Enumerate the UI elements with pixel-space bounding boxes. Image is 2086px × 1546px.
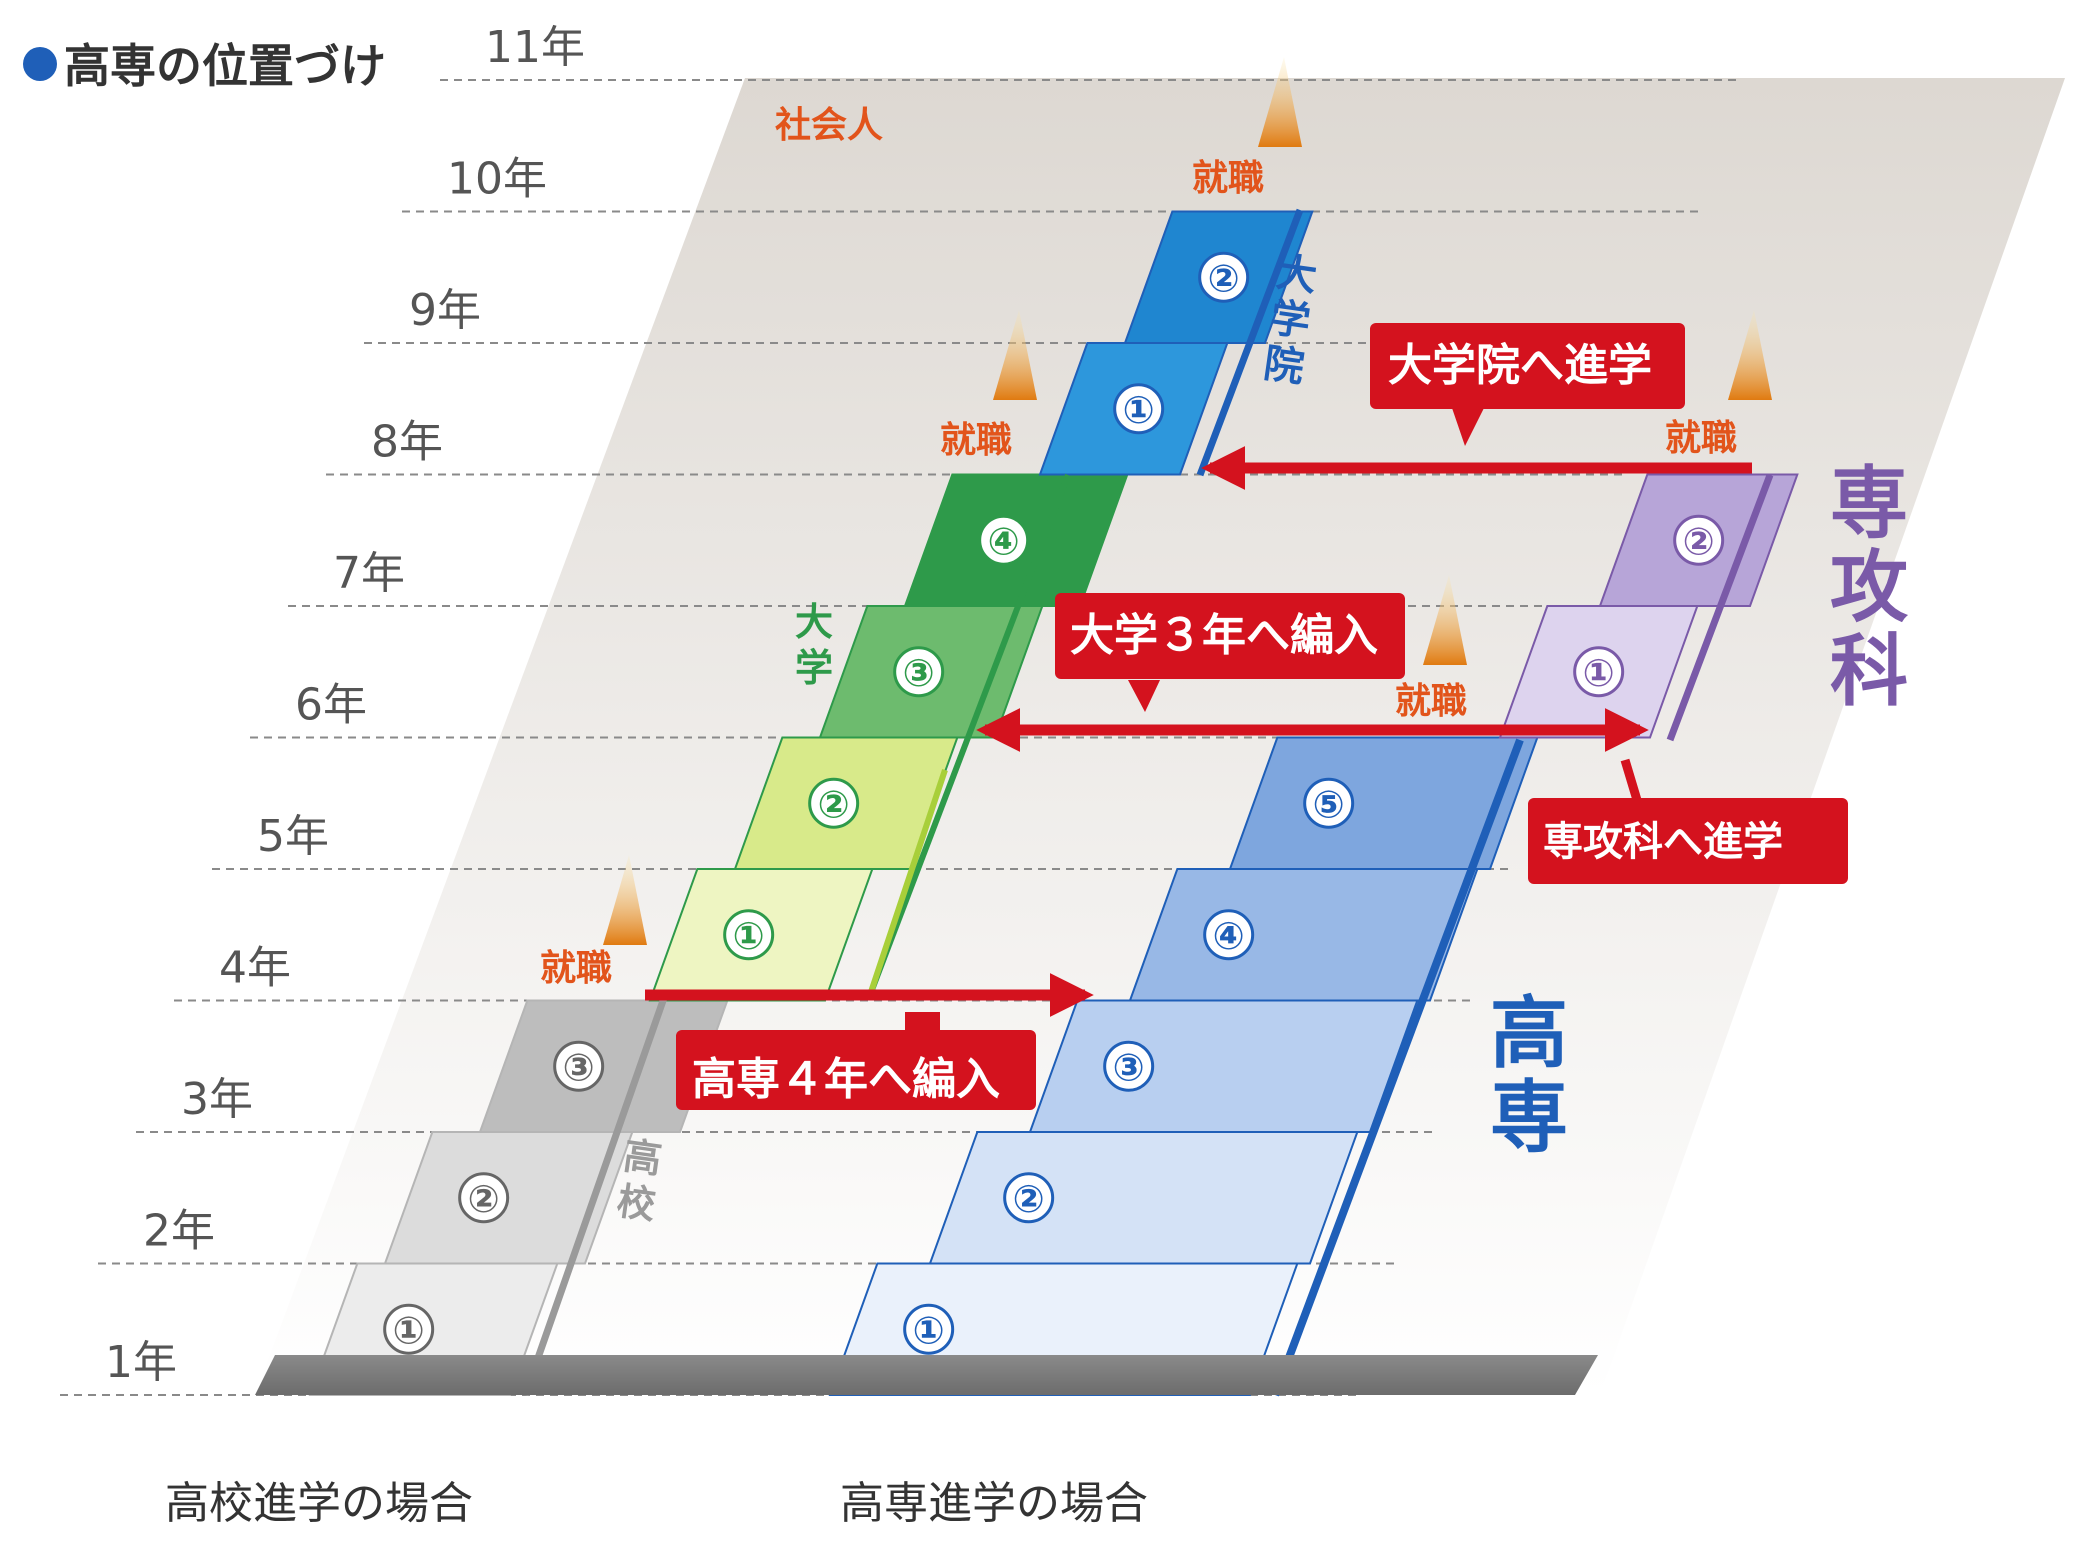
junior-high-graduation-bar [255,1355,1598,1395]
high-school-label: 高校 [614,1133,664,1227]
svg-text:②: ② [1208,256,1240,300]
grad-advance-callout: 大学院へ進学 [1370,323,1685,446]
job-label: 就職 [1395,681,1467,722]
university-grade: ③ [818,605,1044,739]
university-grade: ④ [903,473,1129,607]
grad-school-label: 大学院 [1261,249,1320,391]
svg-text:①: ① [1583,651,1615,695]
year-label: 4年 [219,943,291,994]
junior-high-graduation-label: 中学校卒業 [698,1405,958,1459]
univ-transfer-callout: 大学３年へ編入 [1055,593,1405,712]
svg-text:高専４年へ編入: 高専４年へ編入 [692,1054,1000,1105]
svg-text:①: ① [733,914,765,958]
svg-text:②: ② [468,1177,500,1221]
year-label: 11年 [485,22,585,73]
university-track-line-light [867,769,948,996]
university-track-line [867,473,1071,997]
high-school-grade: ② [383,1131,634,1265]
kosen-case-label: 高専進学の場合 [840,1478,1148,1529]
grad-school-track-line [1196,208,1304,477]
svg-text:高校: 高校 [614,1133,664,1227]
university-grade: ① [648,868,874,1002]
job-flame-icon [1423,575,1467,665]
advanced-track-line [1666,473,1774,742]
job-label: 就職 [1665,418,1737,459]
kosen-grade: ③ [1028,999,1419,1133]
svg-text:大学: 大学 [795,600,833,690]
title-dot [23,47,57,81]
svg-text:③: ③ [563,1045,595,1089]
svg-text:大学３年へ編入: 大学３年へ編入 [1070,610,1378,661]
svg-text:①: ① [1123,388,1155,432]
year-label: 5年 [257,811,329,862]
year-label: 3年 [181,1074,253,1125]
svg-text:④: ④ [988,519,1020,563]
year-labels: 1年 2年 3年 4年 5年 6年 7年 8年 9年 10年 11年 [105,22,585,1388]
svg-text:③: ③ [903,651,935,695]
university-grade: ② [733,736,959,870]
kosen-grade: ⑤ [1228,736,1539,870]
svg-text:②: ② [1013,1177,1045,1221]
year-label: 8年 [371,417,443,468]
svg-text:大学院へ進学: 大学院へ進学 [1388,340,1652,391]
svg-text:②: ② [818,782,850,826]
job-label: 就職 [540,948,612,989]
svg-text:③: ③ [1113,1045,1145,1089]
society-label: 社会人 [775,105,883,146]
page-title: 高専の位置づけ [64,39,386,93]
svg-text:⑤: ⑤ [1313,782,1345,826]
kosen-grade: ② [928,1131,1359,1265]
year-label: 2年 [143,1206,215,1257]
job-flame-icon [1728,310,1772,400]
job-flame-icon [1258,57,1302,147]
high-school-track-line [521,993,669,1397]
svg-text:高専: 高専 [1490,989,1568,1163]
year-label: 10年 [447,154,547,205]
high-school-case-label: 高校進学の場合 [165,1478,473,1529]
kosen-transfer-callout: 高専４年へ編入 [676,1012,1036,1110]
advanced-label: 専攻科 [1830,459,1909,717]
svg-text:専攻科へ進学: 専攻科へ進学 [1543,819,1783,865]
svg-text:②: ② [1683,519,1715,563]
job-flame-icon [993,310,1037,400]
job-label: 就職 [1192,158,1264,199]
year-label: 1年 [105,1337,177,1388]
svg-text:大学院: 大学院 [1261,249,1320,391]
kosen-grade: ④ [1128,868,1479,1002]
year-label: 7年 [333,548,405,599]
university-label: 大学 [795,600,833,690]
high-school-grade: ③ [478,999,729,1133]
year-label: 6年 [295,680,367,731]
svg-text:①: ① [393,1308,425,1352]
svg-text:④: ④ [1213,914,1245,958]
job-label: 就職 [940,420,1012,461]
kosen-label: 高専 [1490,989,1568,1163]
svg-text:①: ① [913,1308,945,1352]
advanced-advance-callout: 専攻科へ進学 [1528,798,1848,884]
job-flame-icon [603,855,647,945]
advanced-grade: ② [1598,473,1799,607]
year-label: 9年 [409,285,481,336]
svg-text:専攻科: 専攻科 [1830,459,1909,717]
kosen-track-line [1271,738,1524,1397]
